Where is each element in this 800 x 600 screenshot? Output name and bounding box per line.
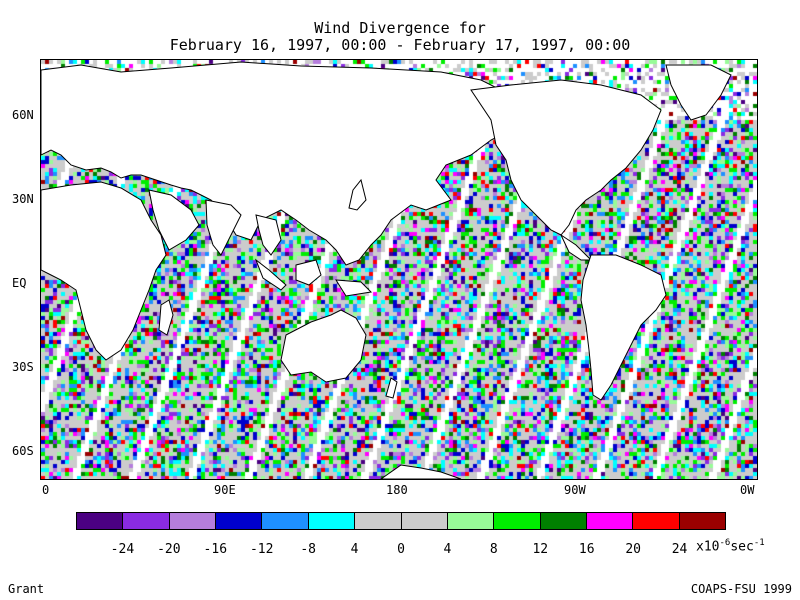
lon-label-90w: 90W [564,483,586,497]
colorbar-cell [633,513,680,529]
footer-credit: COAPS-FSU 1999 [690,582,792,596]
colorbar-tick-label: 20 [625,542,641,557]
colorbar-tick-label: 4 [350,542,359,557]
colorbar-tick-label: -20 [157,542,181,557]
colorbar-cell [262,513,309,529]
lat-label-30s: 30S [12,360,34,374]
land-indochina [255,214,282,256]
land-madagascar [158,299,174,336]
colorbar-cell [447,513,495,529]
colorbar-cell [355,513,402,529]
colorbar-cell [540,513,587,529]
land-borneo [295,259,322,286]
lon-label-0: 0 [42,483,50,497]
colorbar-tick-label: -12 [249,542,274,557]
land-greenland [665,64,732,121]
lat-label-30n: 30N [12,192,34,206]
colorbar-cell [679,513,726,529]
colorbar-tick-label: -24 [110,542,135,557]
land-eurasia [41,61,522,266]
lon-label-90e: 90E [214,483,236,497]
units-exp: -6 [719,538,731,548]
land-africa [41,181,167,361]
colorbar-tick-label: -8 [300,542,316,557]
lat-label-60s: 60S [12,444,34,458]
map-title-line2: February 16, 1997, 00:00 - February 17, … [169,36,631,54]
colorbar-tick-label: 0 [397,542,405,557]
colorbar-cell [308,513,356,529]
land-antarctica [380,464,462,479]
land-newguinea [335,279,373,297]
colorbar-tick-label: 4 [443,542,452,557]
land-central-america [559,233,593,261]
units-base: x10 [696,539,720,555]
colorbar-units: x10-6sec-1 [696,538,765,554]
colorbar-cell [77,513,124,529]
lat-label-eq: EQ [12,276,27,290]
colorbar [76,512,726,530]
footer-author: Grant [8,582,45,596]
colorbar-cell [494,513,541,529]
land-south-america [580,254,667,401]
units-tail-exp: -1 [753,538,765,548]
lat-label-60n: 60N [12,108,34,122]
map-title-line1: Wind Divergence for [314,19,486,37]
land-arabia [148,189,200,251]
colorbar-tick-label: 24 [671,542,688,557]
land-india [205,199,242,256]
land-australia [280,309,367,383]
colorbar-cell [586,513,634,529]
land-sumatra [254,258,287,291]
land-newzealand [385,377,398,399]
land-north-america [470,79,662,236]
colorbar-cell [401,513,448,529]
colorbar-cell [123,513,170,529]
colorbar-cell [169,513,217,529]
lon-label-0w: 0W [740,483,755,497]
units-tail: sec [730,539,754,555]
lon-label-180: 180 [386,483,408,497]
coastline-overlay [41,61,732,479]
colorbar-tick-label: 16 [578,542,595,557]
colorbar-cell [216,513,263,529]
colorbar-tick-label: 8 [489,542,498,557]
land-japan [348,178,367,211]
colorbar-tick-label: -16 [203,542,228,557]
colorbar-tick-label: 12 [532,542,549,557]
wind-divergence-map [40,59,758,480]
